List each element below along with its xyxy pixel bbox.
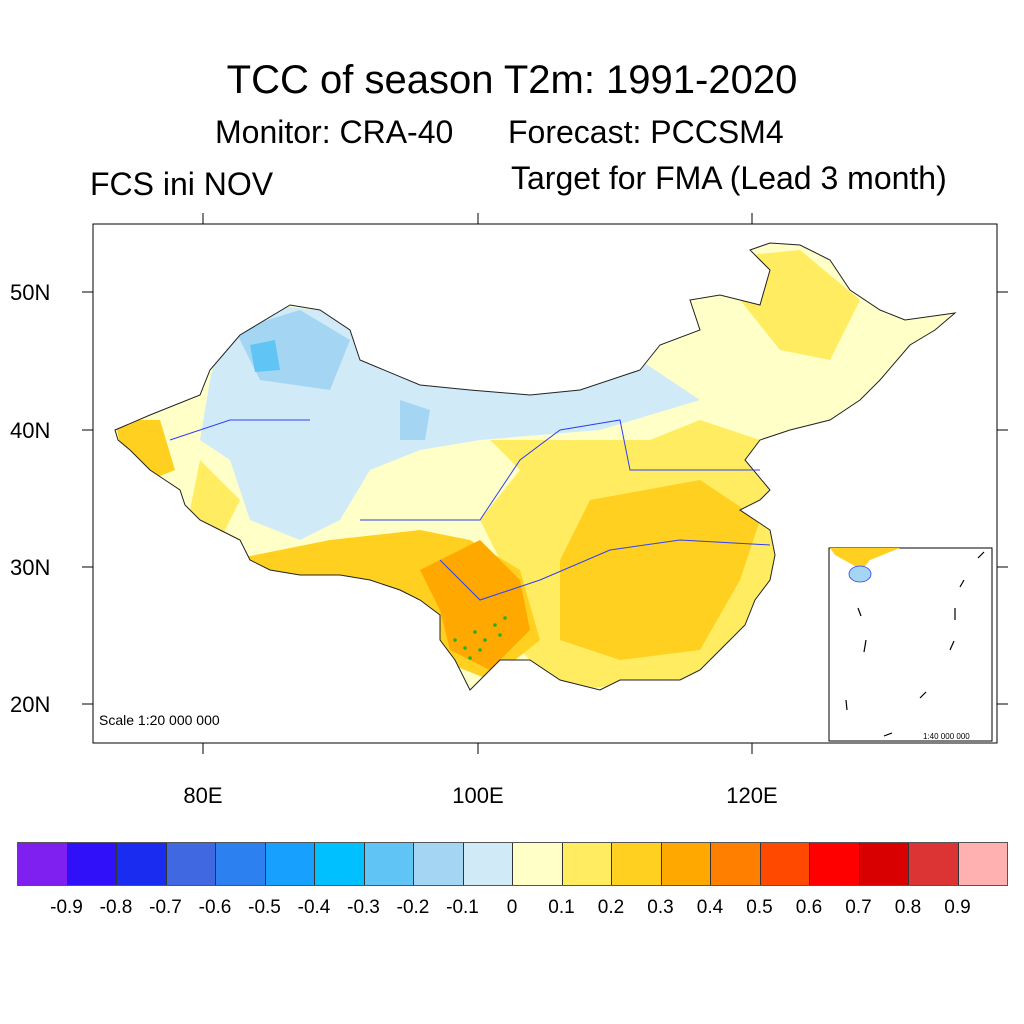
colorbar-box bbox=[859, 843, 909, 885]
colorbar-label: 0.8 bbox=[894, 897, 922, 918]
target-label: Target for FMA (Lead 3 month) bbox=[511, 160, 947, 196]
colorbar-label: 0.2 bbox=[597, 897, 625, 918]
colorbar-label: 0 bbox=[506, 897, 518, 918]
colorbar-label: -0.6 bbox=[198, 897, 232, 918]
colorbar-box bbox=[909, 843, 959, 885]
colorbar-box bbox=[562, 843, 612, 885]
lat-label: 50N bbox=[10, 280, 51, 305]
colorbar-box bbox=[810, 843, 860, 885]
colorbar-box bbox=[364, 843, 414, 885]
colorbar-box bbox=[166, 843, 216, 885]
colorbar-label: -0.1 bbox=[446, 897, 479, 918]
south-china-sea-inset bbox=[828, 547, 993, 742]
figure-title: TCC of season T2m: 1991-2020 bbox=[226, 58, 798, 102]
lat-label: 30N bbox=[10, 555, 51, 580]
inset-scale: 1:40 000 000 bbox=[923, 732, 970, 741]
colorbar-box bbox=[958, 843, 1007, 885]
colorbar-label: -0.8 bbox=[99, 897, 133, 918]
colorbar-label: 0.4 bbox=[696, 897, 724, 918]
colorbar-box bbox=[661, 843, 711, 885]
colorbar bbox=[17, 842, 1008, 886]
china-map bbox=[82, 213, 1008, 754]
colorbar-label: -0.4 bbox=[297, 897, 331, 918]
colorbar-label: 0.9 bbox=[944, 897, 971, 918]
lat-label: 40N bbox=[10, 418, 51, 443]
colorbar-label: -0.5 bbox=[248, 897, 281, 918]
colorbar-box bbox=[612, 843, 662, 885]
colorbar-box bbox=[463, 843, 513, 885]
map-scale: Scale 1:20 000 000 bbox=[99, 712, 220, 728]
colorbar-label: -0.2 bbox=[396, 897, 430, 918]
axis-ticks bbox=[82, 213, 1008, 754]
colorbar-box bbox=[265, 843, 315, 885]
colorbar-box bbox=[711, 843, 761, 885]
rivers bbox=[169, 419, 771, 601]
colorbar-box bbox=[315, 843, 365, 885]
colorbar-label: -0.7 bbox=[149, 897, 182, 918]
lat-label: 20N bbox=[10, 692, 51, 717]
colorbar-label: 0.5 bbox=[746, 897, 773, 918]
colorbar-label: 0.7 bbox=[845, 897, 872, 918]
monitor-subtitle: Monitor: CRA-40 bbox=[215, 114, 454, 150]
colorbar-label: -0.3 bbox=[347, 897, 380, 918]
colorbar-box bbox=[414, 843, 464, 885]
colorbar-box bbox=[513, 843, 563, 885]
colorbar-box bbox=[117, 843, 167, 885]
colorbar-box bbox=[760, 843, 810, 885]
init-label: FCS ini NOV bbox=[90, 166, 274, 202]
forecast-subtitle: Forecast: PCCSM4 bbox=[508, 114, 784, 150]
lon-label: 100E bbox=[452, 783, 504, 808]
lon-label: 80E bbox=[183, 783, 223, 808]
colorbar-box bbox=[67, 843, 117, 885]
colorbar-box bbox=[18, 843, 68, 885]
lon-label: 120E bbox=[726, 783, 778, 808]
colorbar-box bbox=[216, 843, 266, 885]
colorbar-label: 0.1 bbox=[548, 897, 575, 918]
colorbar-label: 0.3 bbox=[647, 897, 674, 918]
significance-dots bbox=[453, 616, 507, 660]
colorbar-label: 0.6 bbox=[795, 897, 823, 918]
colorbar-label: -0.9 bbox=[50, 897, 83, 918]
